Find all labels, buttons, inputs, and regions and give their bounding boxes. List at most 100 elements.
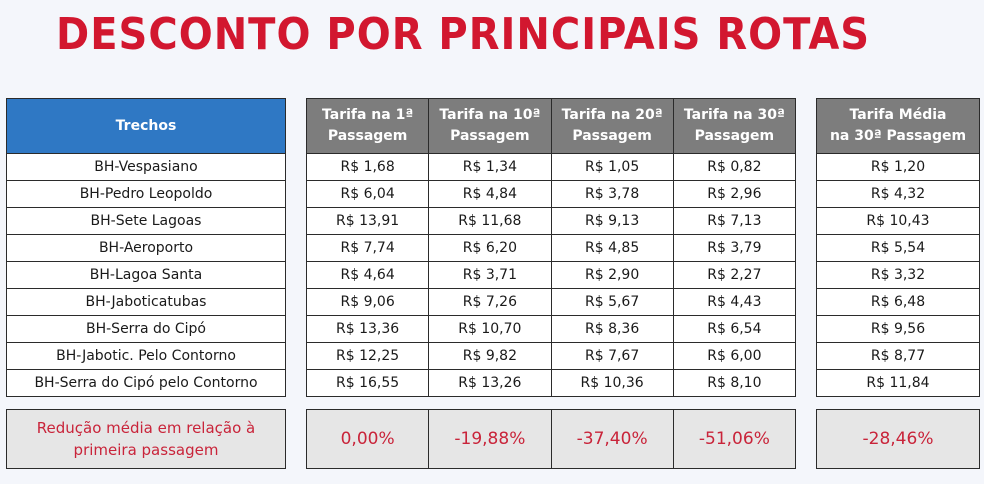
tariff-cell-t10: R$ 6,20: [428, 234, 552, 262]
tariff-cell-t1: R$ 13,36: [305, 315, 430, 343]
average-cell: R$ 8,77: [816, 342, 980, 370]
tariff-cell-t30: R$ 2,27: [672, 261, 797, 289]
tariff-cell-t20: R$ 4,85: [550, 234, 674, 262]
table-row: BH-Pedro Leopoldo: [6, 180, 286, 208]
route-name: BH-Jaboticatubas: [6, 288, 286, 316]
table-row: R$ 9,06 R$ 7,26 R$ 5,67 R$ 4,43: [305, 288, 797, 316]
average-cell: R$ 3,32: [816, 261, 980, 289]
table-row: BH-Jabotic. Pelo Contorno: [6, 342, 286, 370]
table-row: BH-Aeroporto: [6, 234, 286, 262]
tariff-cell-t20: R$ 7,67: [550, 342, 674, 370]
tariff-cell-t1: R$ 6,04: [305, 180, 430, 208]
average-cell: R$ 5,54: [816, 234, 980, 262]
tariff-cell-t20: R$ 5,67: [550, 288, 674, 316]
tariff-cell-t1: R$ 16,55: [305, 369, 430, 397]
header-average: Tarifa Média na 30ª Passagem: [816, 98, 980, 154]
reduction-label-table: Redução média em relação à primeira passa…: [6, 409, 286, 469]
header-tariff-1: Tarifa na 1ª Passagem: [305, 98, 430, 154]
table-row: R$ 16,55 R$ 13,26 R$ 10,36 R$ 8,10: [305, 369, 797, 397]
tariff-cell-t1: R$ 12,25: [305, 342, 430, 370]
route-name: BH-Jabotic. Pelo Contorno: [6, 342, 286, 370]
table-row: R$ 9,56: [816, 315, 980, 343]
reduction-tariff-1: 0,00%: [305, 409, 430, 469]
tariff-cell-t1: R$ 1,68: [305, 153, 430, 181]
tariff-cell-t1: R$ 4,64: [305, 261, 430, 289]
route-name: BH-Aeroporto: [6, 234, 286, 262]
route-name: BH-Sete Lagoas: [6, 207, 286, 235]
tariff-cell-t30: R$ 3,79: [672, 234, 797, 262]
tariff-cell-t10: R$ 11,68: [428, 207, 552, 235]
tariff-cell-t20: R$ 9,13: [550, 207, 674, 235]
tariff-cell-t10: R$ 10,70: [428, 315, 552, 343]
table-row: R$ 1,68 R$ 1,34 R$ 1,05 R$ 0,82: [305, 153, 797, 181]
average-cell: R$ 9,56: [816, 315, 980, 343]
reduction-average: -28,46%: [816, 409, 980, 469]
table-row: BH-Lagoa Santa: [6, 261, 286, 289]
average-cell: R$ 6,48: [816, 288, 980, 316]
reduction-tariff-20: -37,40%: [550, 409, 674, 469]
tariff-cell-t10: R$ 4,84: [428, 180, 552, 208]
reduction-average-table: -28,46%: [816, 409, 980, 469]
table-row: BH-Serra do Cipó pelo Contorno: [6, 369, 286, 397]
average-cell: R$ 11,84: [816, 369, 980, 397]
tariff-cell-t10: R$ 3,71: [428, 261, 552, 289]
reduction-tariff-30: -51,06%: [672, 409, 797, 469]
tariff-cell-t20: R$ 1,05: [550, 153, 674, 181]
route-name: BH-Serra do Cipó: [6, 315, 286, 343]
table-row: R$ 1,20: [816, 153, 980, 181]
tariff-cell-t10: R$ 13,26: [428, 369, 552, 397]
table-row: R$ 12,25 R$ 9,82 R$ 7,67 R$ 6,00: [305, 342, 797, 370]
table-row: R$ 3,32: [816, 261, 980, 289]
average-cell: R$ 10,43: [816, 207, 980, 235]
table-row: R$ 5,54: [816, 234, 980, 262]
tariff-cell-t30: R$ 0,82: [672, 153, 797, 181]
header-tariff-20: Tarifa na 20ª Passagem: [550, 98, 674, 154]
tariff-cell-t30: R$ 7,13: [672, 207, 797, 235]
tariff-cell-t20: R$ 8,36: [550, 315, 674, 343]
tariffs-table: Tarifa na 1ª Passagem Tarifa na 10ª Passag…: [305, 98, 797, 397]
reduction-values-table: 0,00% -19,88% -37,40% -51,06%: [305, 409, 797, 469]
tariff-cell-t10: R$ 1,34: [428, 153, 552, 181]
table-row: BH-Sete Lagoas: [6, 207, 286, 235]
table-row: R$ 4,32: [816, 180, 980, 208]
table-row: BH-Jaboticatubas: [6, 288, 286, 316]
tariff-cell-t1: R$ 13,91: [305, 207, 430, 235]
tariff-cell-t30: R$ 6,54: [672, 315, 797, 343]
table-row: R$ 4,64 R$ 3,71 R$ 2,90 R$ 2,27: [305, 261, 797, 289]
header-tariff-10: Tarifa na 10ª Passagem: [428, 98, 552, 154]
table-row: R$ 13,36 R$ 10,70 R$ 8,36 R$ 6,54: [305, 315, 797, 343]
header-tariff-30: Tarifa na 30ª Passagem: [672, 98, 797, 154]
tariff-cell-t30: R$ 2,96: [672, 180, 797, 208]
tariff-cell-t1: R$ 9,06: [305, 288, 430, 316]
table-row: R$ 10,43: [816, 207, 980, 235]
table-row: BH-Serra do Cipó: [6, 315, 286, 343]
average-table: Tarifa Média na 30ª Passagem R$ 1,20 R$ 4,…: [816, 98, 980, 397]
tariff-cell-t30: R$ 4,43: [672, 288, 797, 316]
reduction-tariff-10: -19,88%: [428, 409, 552, 469]
routes-header: Trechos: [6, 98, 286, 154]
table-row: R$ 6,48: [816, 288, 980, 316]
page-title: DESCONTO POR PRINCIPAIS ROTAS: [56, 10, 871, 60]
tariff-cell-t10: R$ 7,26: [428, 288, 552, 316]
table-row: R$ 13,91 R$ 11,68 R$ 9,13 R$ 7,13: [305, 207, 797, 235]
route-name: BH-Lagoa Santa: [6, 261, 286, 289]
average-cell: R$ 1,20: [816, 153, 980, 181]
average-cell: R$ 4,32: [816, 180, 980, 208]
table-row: R$ 6,04 R$ 4,84 R$ 3,78 R$ 2,96: [305, 180, 797, 208]
table-row: R$ 8,77: [816, 342, 980, 370]
tariff-cell-t20: R$ 3,78: [550, 180, 674, 208]
tariff-cell-t30: R$ 6,00: [672, 342, 797, 370]
tariff-cell-t10: R$ 9,82: [428, 342, 552, 370]
tariff-cell-t20: R$ 10,36: [550, 369, 674, 397]
route-name: BH-Pedro Leopoldo: [6, 180, 286, 208]
routes-table: Trechos BH-Vespasiano BH-Pedro Leopoldo BH…: [6, 98, 286, 397]
table-row: BH-Vespasiano: [6, 153, 286, 181]
route-name: BH-Vespasiano: [6, 153, 286, 181]
tariff-cell-t1: R$ 7,74: [305, 234, 430, 262]
route-name: BH-Serra do Cipó pelo Contorno: [6, 369, 286, 397]
table-row: R$ 7,74 R$ 6,20 R$ 4,85 R$ 3,79: [305, 234, 797, 262]
tariff-cell-t30: R$ 8,10: [672, 369, 797, 397]
tariff-cell-t20: R$ 2,90: [550, 261, 674, 289]
table-row: R$ 11,84: [816, 369, 980, 397]
reduction-label: Redução média em relação à primeira passa…: [6, 409, 286, 469]
